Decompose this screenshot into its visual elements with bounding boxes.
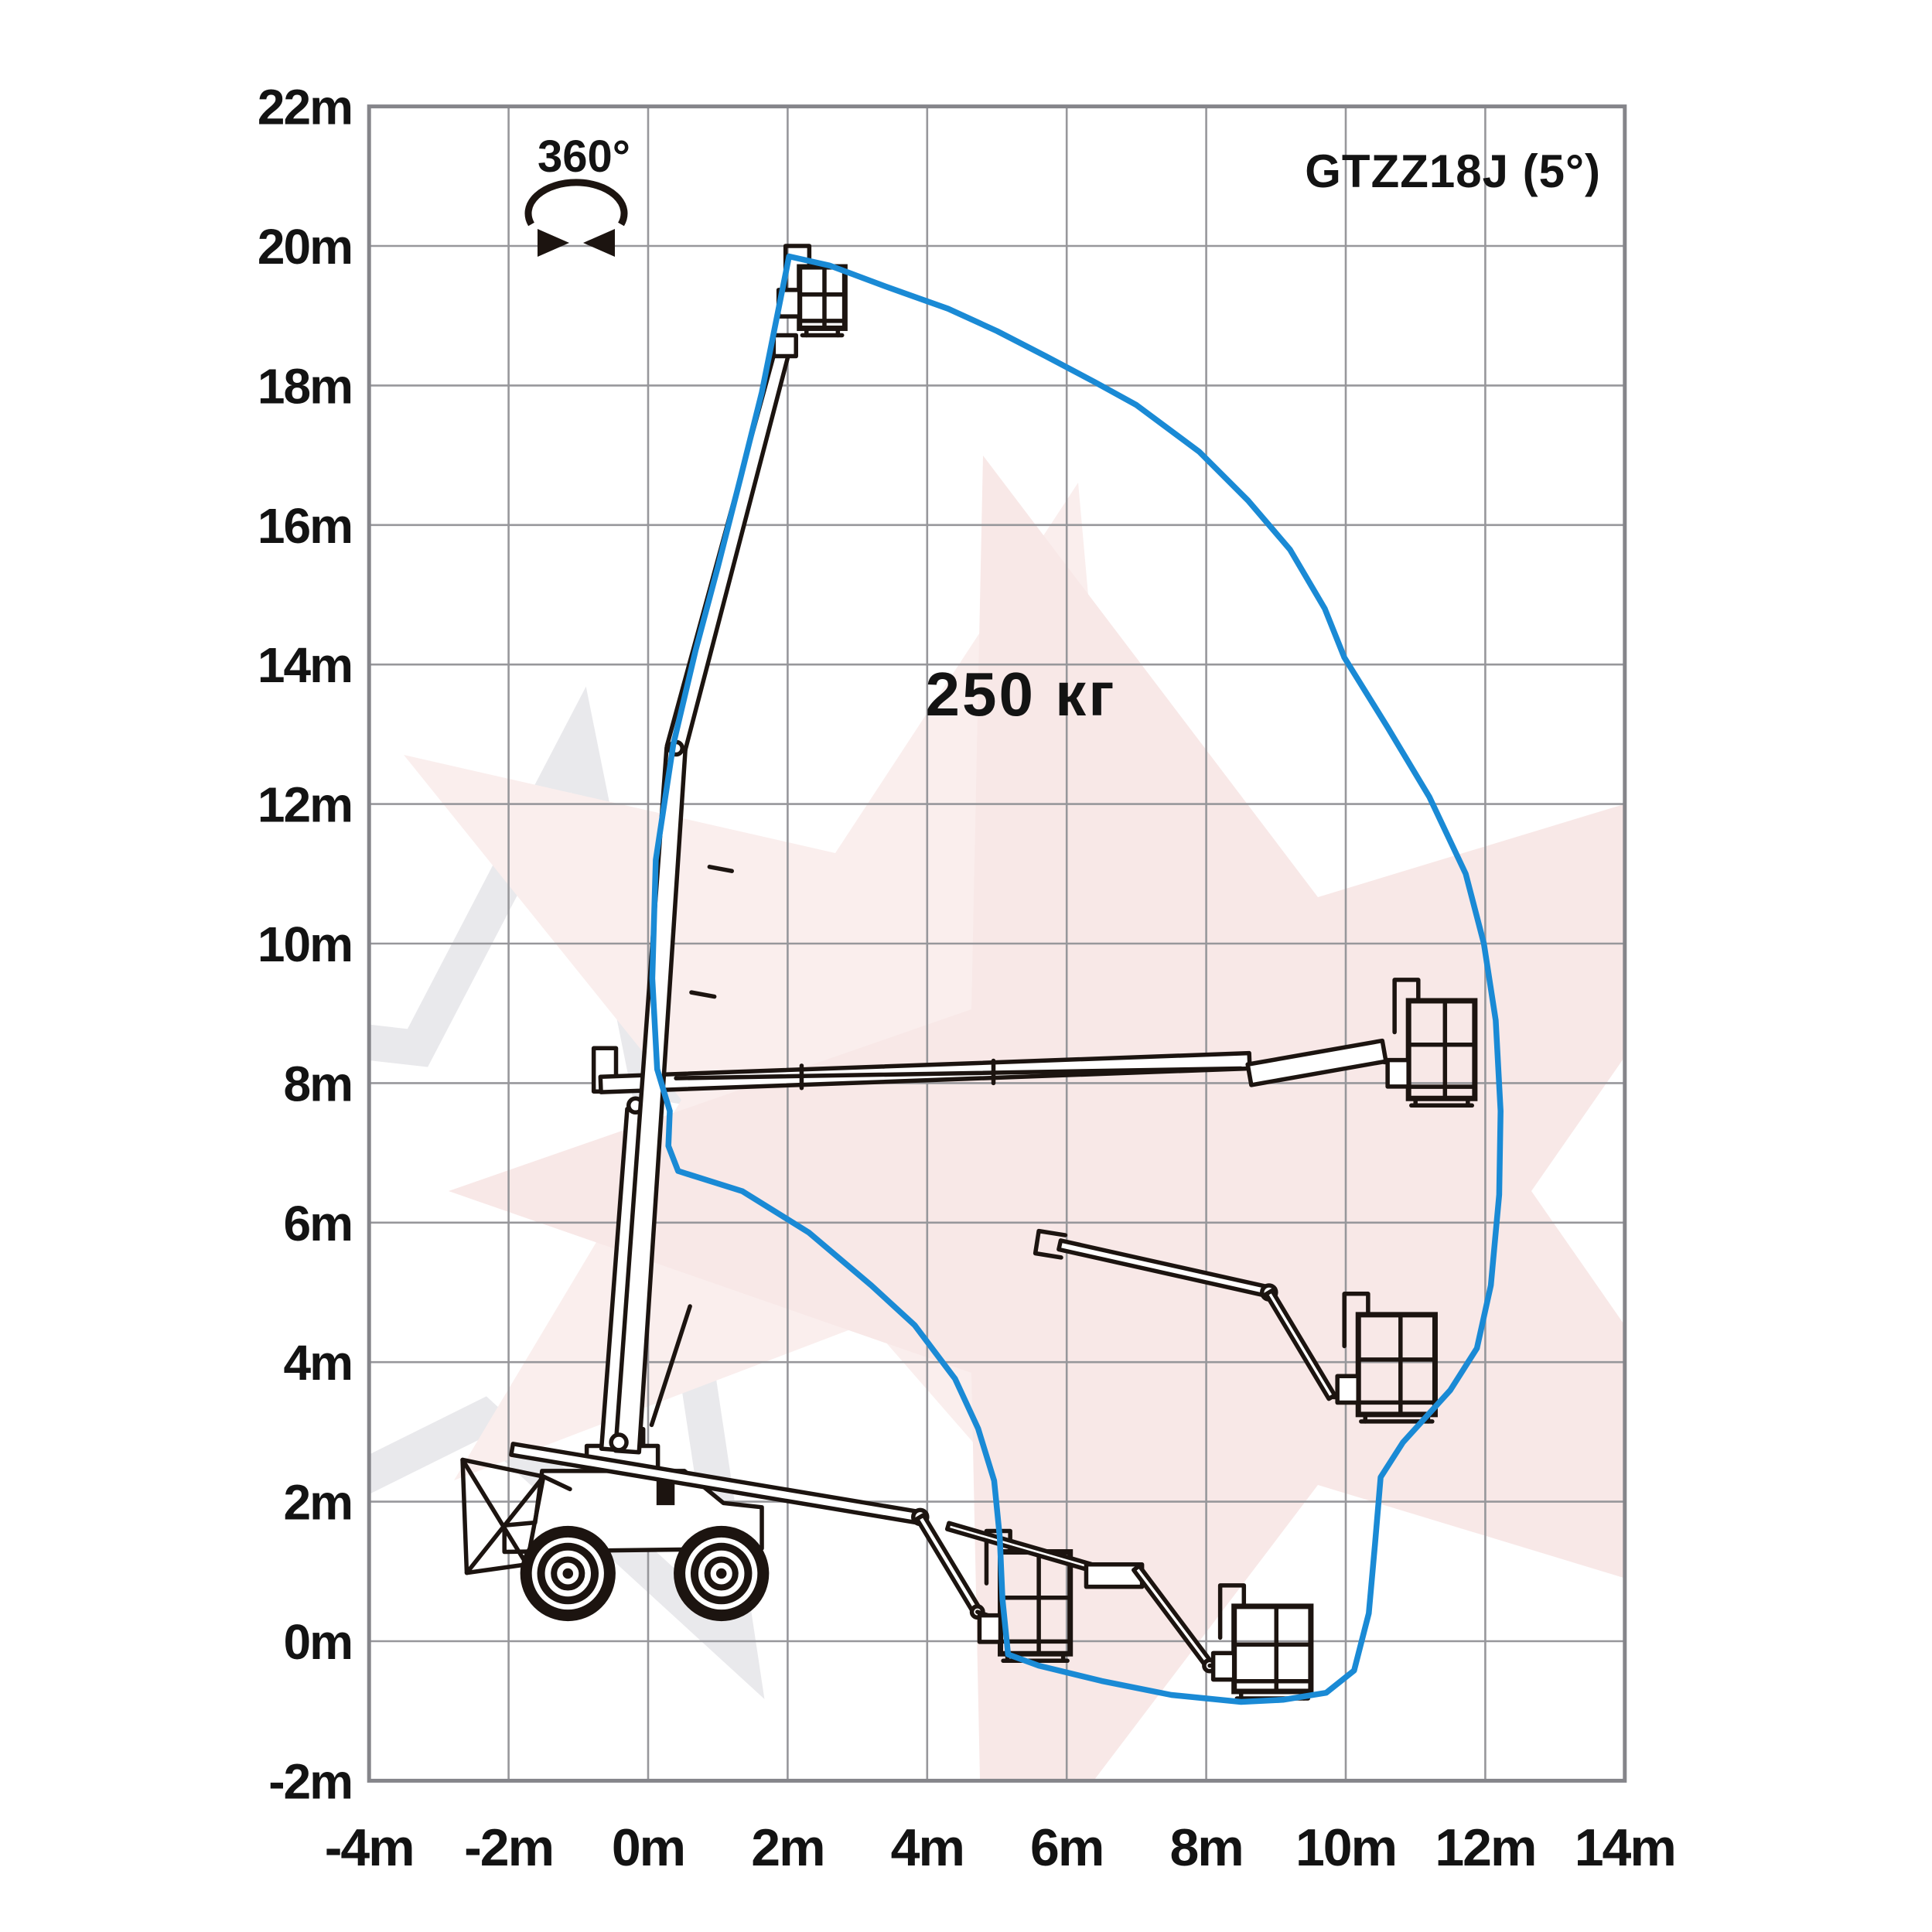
svg-text:4m: 4m [284,1335,353,1391]
svg-text:12m: 12m [258,777,352,833]
svg-text:14m: 14m [1575,1818,1675,1877]
svg-text:8m: 8m [284,1056,353,1111]
rotation-label: 360° [538,131,630,182]
svg-text:6m: 6m [284,1196,353,1251]
svg-text:0m: 0m [284,1614,353,1670]
svg-text:22m: 22m [258,80,352,135]
svg-text:-2m: -2m [268,1753,352,1809]
y-axis-labels: 22m 20m 18m 16m 14m 12m 10m 8m 6m 4m 2m 0m -2m [258,80,353,1810]
svg-text:4m: 4m [891,1818,964,1877]
capacity-label: 250 кг [925,660,1116,729]
svg-text:0m: 0m [612,1818,684,1877]
svg-text:10m: 10m [1295,1818,1396,1877]
model-title: GTZZ18J (5°) [1305,145,1601,197]
svg-text:2m: 2m [284,1475,353,1531]
svg-text:-2m: -2m [464,1818,553,1877]
svg-text:16m: 16m [258,498,352,554]
basket-lowest-outreach [1210,1583,1314,1701]
svg-text:14m: 14m [258,637,352,693]
svg-text:18m: 18m [258,358,352,414]
basket-horizontal-8m [1385,978,1478,1108]
svg-text:8m: 8m [1169,1818,1242,1877]
svg-text:-4m: -4m [325,1818,414,1877]
svg-text:20m: 20m [258,219,352,275]
svg-text:6m: 6m [1030,1818,1103,1877]
svg-text:12m: 12m [1435,1818,1535,1877]
svg-text:2m: 2m [751,1818,824,1877]
rotation-360-icon [524,179,628,257]
svg-text:10m: 10m [258,917,352,972]
x-axis-labels: -4m -2m 0m 2m 4m 6m 8m 10m 12m 14m [325,1818,1677,1877]
working-envelope-curve [649,253,1504,1705]
